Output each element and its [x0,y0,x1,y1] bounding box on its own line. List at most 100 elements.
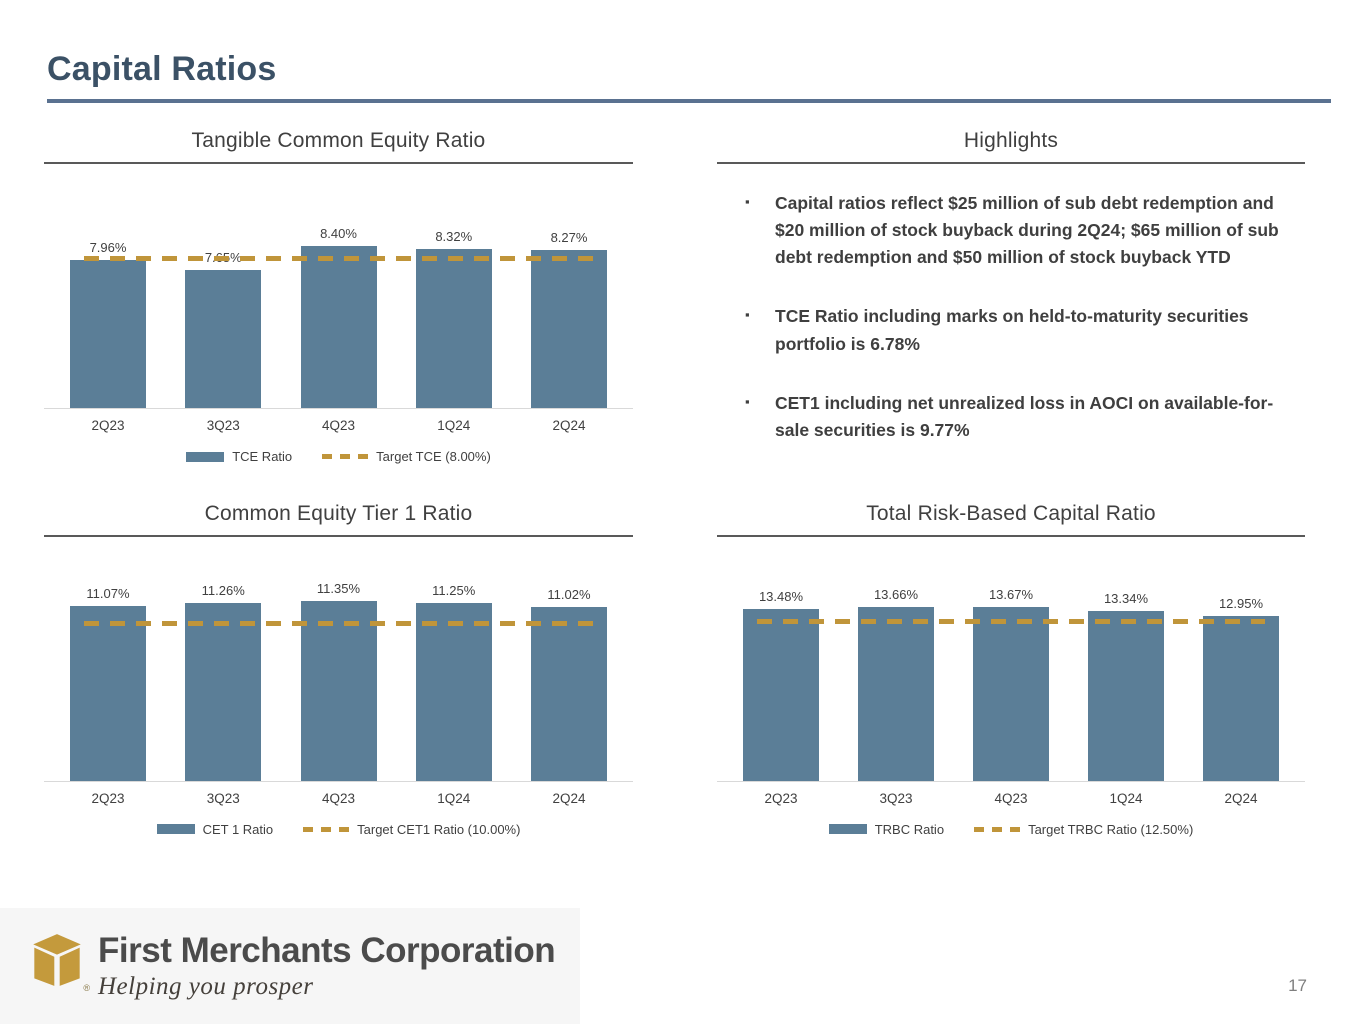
legend-entry: CET 1 Ratio [156,821,274,837]
legend-label: TCE Ratio [232,449,293,464]
bar-column: 13.66% [858,577,934,781]
bar [300,600,377,781]
x-tick-label: 1Q24 [437,418,471,433]
bar-value-label: 11.25% [432,582,476,598]
x-tick-label: 3Q23 [206,790,240,806]
legend-bar-swatch-icon [828,824,867,835]
bar [858,606,934,781]
legend-label: Target TRBC Ratio (12.50%) [1028,821,1194,837]
bar-value-label: 8.40% [320,226,357,241]
bar-value-label: 11.35% [316,580,361,596]
x-tick-label: 4Q23 [321,790,356,806]
x-tick-label: 4Q23 [321,418,356,433]
highlight-item: ▪ CET1 including net unrealized loss in … [745,390,1285,444]
bar-column: 11.25% [415,577,492,781]
bar [185,602,262,781]
company-logo-band: ® First Merchants Corporation Helping yo… [0,908,580,1024]
company-logo-text: First Merchants Corporation Helping you … [98,931,556,1001]
bar-column: 8.32% [415,204,492,408]
bar-value-label: 11.02% [547,586,591,602]
plot-area: 11.07% 11.26% 11.35% 11.25% 11.02% [44,577,633,782]
bar [531,606,607,781]
bar-group: 11.07% 11.26% 11.35% 11.25% 11.02% [44,577,633,781]
bar-column: 11.26% [185,577,262,781]
bar [185,270,262,408]
legend-entry: TCE Ratio [186,449,292,464]
bar-column: 7.65% [185,204,262,408]
chart-common-equity-tier1: Common Equity Tier 1 Ratio 11.07% 11.26% 1… [44,502,633,837]
content-grid: Tangible Common Equity Ratio 7.96% 7.65% 8… [0,103,1365,837]
legend-dash-swatch-icon [303,826,350,832]
bar-column: 13.34% [1088,577,1164,781]
bar [300,246,377,408]
target-dash-line [84,256,593,262]
x-tick-label: 1Q24 [437,790,471,806]
legend-label: Target TCE (8.00%) [376,449,491,464]
highlights-title-rule [717,162,1305,164]
highlight-text: CET1 including net unrealized loss in AO… [775,392,1274,440]
bullet-icon: ▪ [745,307,750,323]
x-tick-label: 2Q24 [552,790,586,806]
highlight-text: TCE Ratio including marks on held-to-mat… [775,306,1249,354]
x-tick-label: 2Q23 [91,790,125,806]
plot-area: 7.96% 7.65% 8.40% 8.32% 8.27% [44,204,633,409]
x-tick-label: 1Q24 [1109,790,1143,806]
bullet-icon: ▪ [745,194,750,209]
bar-value-label: 13.34% [1103,590,1149,606]
x-tick-label: 4Q23 [994,790,1028,806]
bar-column: 12.95% [1203,577,1279,781]
bar-value-label: 8.27% [550,230,588,245]
bar-column: 8.27% [531,204,607,408]
bar-value-label: 8.32% [435,229,473,244]
chart-legend: TRBC Ratio Target TRBC Ratio (12.50%) [717,822,1305,837]
bar [1203,615,1279,781]
bar [743,608,819,781]
chart-tangible-common-equity: Tangible Common Equity Ratio 7.96% 7.65% 8… [44,129,633,476]
bar-value-label: 13.48% [758,588,804,604]
x-tick-label: 2Q24 [552,418,586,433]
x-tick-label: 3Q23 [879,790,913,806]
x-tick-label: 3Q23 [206,418,240,433]
bar-column: 13.48% [743,577,819,781]
company-name: First Merchants Corporation [98,931,556,970]
bar-column: 11.07% [70,577,146,781]
chart-title: Total Risk-Based Capital Ratio [866,501,1156,525]
bar [531,250,607,408]
bar [415,249,492,408]
highlights-panel: Highlights ▪ Capital ratios reflect $25 … [717,129,1305,476]
highlight-text: Capital ratios reflect $25 million of su… [775,193,1279,268]
chart-title-rule [717,534,1305,537]
chart-title: Tangible Common Equity Ratio [191,129,486,152]
highlights-list: ▪ Capital ratios reflect $25 million of … [717,190,1305,444]
bar-value-label: 11.26% [201,582,245,598]
bar-value-label: 11.07% [86,585,130,601]
x-tick-label: 2Q23 [91,418,125,433]
highlight-item: ▪ TCE Ratio including marks on held-to-m… [745,303,1285,357]
company-tagline: Helping you prosper [98,973,314,1000]
bar [70,260,146,408]
legend-entry: Target TCE (8.00%) [322,449,491,464]
legend-label: Target CET1 Ratio (10.00%) [357,821,521,837]
x-axis-labels: 2Q23 3Q23 4Q23 1Q24 2Q24 [44,418,633,433]
legend-bar-swatch-icon [186,451,225,462]
chart-title: Common Equity Tier 1 Ratio [204,501,473,525]
bar-column: 11.02% [531,577,607,781]
legend-bar-swatch-icon [156,824,195,835]
bar-column: 7.96% [70,204,146,408]
highlight-item: ▪ Capital ratios reflect $25 million of … [745,190,1285,271]
chart-legend: TCE Ratio Target TCE (8.00%) [44,449,633,464]
bar [973,606,1049,781]
legend-label: CET 1 Ratio [202,821,274,837]
legend-label: TRBC Ratio [874,821,945,837]
bar-value-label: 12.95% [1218,595,1264,611]
chart-title-rule [44,162,633,164]
bar-group: 13.48% 13.66% 13.67% 13.34% 12.95% [717,577,1305,781]
company-logo-icon: ® [30,930,90,995]
bar-group: 7.96% 7.65% 8.40% 8.32% 8.27% [44,204,633,408]
bar-column: 11.35% [300,577,377,781]
chart-total-risk-based-capital: Total Risk-Based Capital Ratio 13.48% 13.… [717,502,1305,837]
slide-header: Capital Ratios [0,0,1365,103]
legend-dash-swatch-icon [974,826,1021,832]
bullet-icon: ▪ [745,393,750,409]
x-axis-labels: 2Q23 3Q23 4Q23 1Q24 2Q24 [44,791,633,806]
